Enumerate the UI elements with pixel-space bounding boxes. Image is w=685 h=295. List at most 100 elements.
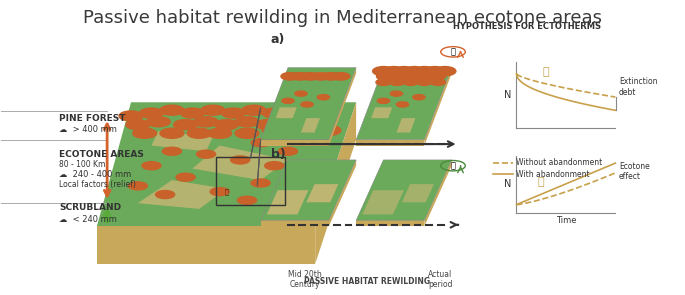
Text: a): a) (271, 33, 285, 46)
Circle shape (126, 119, 150, 130)
Circle shape (295, 91, 307, 96)
Text: ECOTONE AREAS: ECOTONE AREAS (60, 150, 145, 159)
Circle shape (208, 128, 232, 138)
Circle shape (140, 108, 164, 118)
Circle shape (393, 67, 415, 76)
Circle shape (278, 147, 297, 155)
Circle shape (332, 73, 350, 80)
Text: ☁  240 - 400 mm: ☁ 240 - 400 mm (60, 170, 132, 179)
Circle shape (390, 79, 405, 86)
Polygon shape (329, 68, 356, 145)
Circle shape (221, 108, 245, 118)
Polygon shape (397, 118, 416, 132)
Text: ☁  < 240 mm: ☁ < 240 mm (60, 214, 117, 224)
Text: 80 - 100 Km: 80 - 100 Km (60, 160, 105, 169)
Circle shape (155, 191, 175, 199)
Circle shape (128, 182, 147, 190)
Polygon shape (151, 131, 213, 151)
Circle shape (312, 73, 329, 80)
Polygon shape (97, 102, 356, 226)
Circle shape (322, 73, 340, 80)
Text: HYPOTHESIS FOR ECTOTHERMS: HYPOTHESIS FOR ECTOTHERMS (453, 22, 601, 31)
Polygon shape (356, 160, 451, 220)
Circle shape (291, 73, 309, 80)
Circle shape (390, 91, 403, 96)
Circle shape (301, 73, 319, 80)
Polygon shape (402, 184, 434, 202)
Circle shape (251, 139, 270, 147)
Circle shape (180, 108, 204, 118)
Circle shape (292, 191, 311, 199)
Circle shape (282, 98, 294, 104)
Circle shape (201, 105, 225, 115)
Text: b): b) (271, 148, 286, 161)
Polygon shape (356, 68, 451, 140)
Circle shape (377, 73, 394, 80)
Text: Actual
period: Actual period (428, 270, 452, 289)
Text: PINE FOREST: PINE FOREST (60, 114, 126, 123)
Circle shape (162, 147, 182, 155)
Text: Mid 20th
Century: Mid 20th Century (288, 270, 322, 289)
Circle shape (197, 150, 216, 158)
Circle shape (235, 117, 259, 127)
Circle shape (235, 128, 259, 138)
Circle shape (427, 73, 445, 80)
Text: 🌿: 🌿 (451, 161, 456, 170)
Text: Without abandonment: Without abandonment (516, 158, 603, 167)
Text: 🚜: 🚜 (225, 188, 229, 195)
Circle shape (160, 128, 184, 138)
Circle shape (133, 128, 157, 138)
Text: Time: Time (556, 216, 576, 225)
Polygon shape (356, 220, 425, 226)
Circle shape (301, 102, 313, 107)
Circle shape (413, 95, 425, 100)
Polygon shape (260, 68, 356, 140)
Polygon shape (97, 226, 315, 264)
Text: 🐪: 🐪 (538, 176, 545, 186)
Circle shape (397, 102, 409, 107)
Circle shape (403, 79, 419, 86)
Text: 🐢: 🐢 (543, 67, 549, 77)
Text: ☁  > 400 mm: ☁ > 400 mm (60, 125, 117, 134)
Circle shape (176, 173, 195, 181)
Circle shape (417, 73, 435, 80)
Polygon shape (371, 107, 393, 118)
Text: N: N (503, 90, 511, 100)
Text: With abandonment: With abandonment (516, 170, 590, 179)
Circle shape (376, 79, 391, 86)
Polygon shape (275, 107, 297, 118)
Text: N: N (503, 179, 511, 189)
Circle shape (160, 105, 184, 115)
Circle shape (290, 128, 314, 138)
Circle shape (262, 125, 286, 135)
Circle shape (194, 117, 218, 127)
Polygon shape (260, 140, 329, 145)
Text: Ecotone
effect: Ecotone effect (619, 162, 649, 181)
Circle shape (264, 162, 284, 170)
Circle shape (214, 119, 238, 130)
Polygon shape (356, 140, 425, 145)
Circle shape (238, 196, 257, 204)
Polygon shape (425, 160, 451, 226)
Circle shape (210, 188, 229, 196)
Circle shape (387, 73, 404, 80)
Polygon shape (425, 68, 451, 145)
Polygon shape (192, 145, 288, 180)
Polygon shape (260, 220, 329, 226)
Circle shape (414, 67, 436, 76)
Circle shape (407, 73, 425, 80)
Polygon shape (301, 118, 320, 132)
Polygon shape (306, 184, 338, 202)
Text: Local factors (relief): Local factors (relief) (60, 180, 136, 189)
Text: Passive habitat rewilding in Mediterranean ecotone areas: Passive habitat rewilding in Mediterrane… (83, 9, 602, 27)
Polygon shape (356, 160, 451, 220)
Circle shape (434, 67, 456, 76)
Circle shape (397, 73, 414, 80)
Polygon shape (315, 102, 356, 264)
Circle shape (187, 128, 211, 138)
Polygon shape (260, 160, 356, 220)
Circle shape (403, 67, 425, 76)
Circle shape (373, 67, 395, 76)
Circle shape (256, 119, 279, 130)
Circle shape (283, 105, 307, 115)
